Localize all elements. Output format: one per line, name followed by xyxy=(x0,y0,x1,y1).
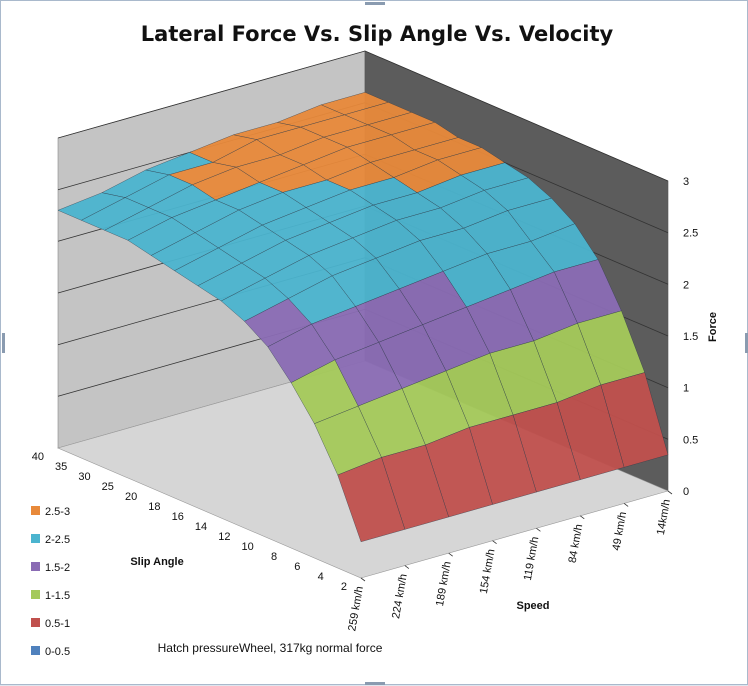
speed-tick-mark xyxy=(492,540,497,545)
legend-swatch xyxy=(31,534,40,543)
slip-angle-tick-label: 25 xyxy=(102,481,114,493)
force-tick-label: 0.5 xyxy=(683,434,698,446)
slip-angle-tick-label: 18 xyxy=(148,501,160,513)
slip-angle-tick-label: 16 xyxy=(172,511,184,523)
speed-tick-label: 84 km/h xyxy=(567,523,586,564)
legend-label: 1.5-2 xyxy=(45,562,70,574)
speed-tick-label: 259 km/h xyxy=(346,585,366,632)
speed-tick-mark xyxy=(404,565,410,569)
slip-angle-tick-label: 8 xyxy=(271,551,277,563)
slip-angle-tick-label: 40 xyxy=(32,451,44,463)
speed-tick-mark xyxy=(536,527,541,532)
slip-angle-tick-label: 35 xyxy=(55,461,67,473)
legend-label: 0-0.5 xyxy=(45,646,70,658)
slip-angle-tick-label: 12 xyxy=(218,531,230,543)
speed-tick-mark xyxy=(623,503,629,507)
speed-tick-label: 49 km/h xyxy=(610,511,629,552)
slip-angle-tick-label: 14 xyxy=(195,521,207,533)
legend-label: 1-1.5 xyxy=(45,590,70,602)
force-tick-label: 2 xyxy=(683,279,689,291)
force-axis-title: Force xyxy=(707,312,719,342)
gridline xyxy=(57,50,669,182)
resize-handle-left[interactable] xyxy=(2,333,5,353)
force-tick-label: 2.5 xyxy=(683,228,698,240)
speed-tick-label: 119 km/h xyxy=(522,536,542,582)
resize-handle-right[interactable] xyxy=(745,333,748,353)
legend: 2.5-3 2-2.5 1.5-2 1-1.5 0.5-1 0-0.5 xyxy=(31,506,70,658)
chart-note: Hatch pressureWheel, 317kg normal force xyxy=(158,641,383,655)
force-tick-label: 1 xyxy=(683,383,689,395)
chart-title: Lateral Force Vs. Slip Angle Vs. Velocit… xyxy=(141,22,614,46)
slip-angle-axis-title: Slip Angle xyxy=(130,556,183,568)
speed-tick-mark xyxy=(667,490,673,495)
speed-axis-title: Speed xyxy=(516,600,549,612)
slip-angle-tick-label: 4 xyxy=(318,571,324,583)
legend-swatch xyxy=(31,506,40,515)
legend-label: 2-2.5 xyxy=(45,534,70,546)
legend-swatch xyxy=(31,590,40,599)
legend-swatch xyxy=(31,618,40,627)
force-axis-ticks: 0 0.5 1 1.5 2 2.5 3 xyxy=(683,176,698,498)
speed-tick-label: 14km/h xyxy=(655,498,673,536)
speed-tick-label: 189 km/h xyxy=(434,561,454,608)
resize-handle-bottom[interactable] xyxy=(365,682,385,685)
legend-swatch xyxy=(31,646,40,655)
surface-cell xyxy=(337,457,406,543)
slip-angle-tick-label: 20 xyxy=(125,491,137,503)
speed-tick-label: 154 km/h xyxy=(478,548,498,595)
speed-tick-mark xyxy=(448,552,453,557)
force-tick-label: 3 xyxy=(683,176,689,188)
surface-plot xyxy=(57,92,669,543)
legend-label: 0.5-1 xyxy=(45,618,70,630)
speed-tick-mark xyxy=(580,515,585,520)
force-tick-label: 0 xyxy=(683,486,689,498)
slip-angle-tick-label: 2 xyxy=(341,581,347,593)
legend-swatch xyxy=(31,562,40,571)
legend-label: 2.5-3 xyxy=(45,506,70,518)
resize-handle-top[interactable] xyxy=(365,2,385,5)
force-tick-label: 1.5 xyxy=(683,331,698,343)
slip-angle-axis-ticks: 2 4 6 8 10 12 14 16 18 20 25 30 35 40 xyxy=(32,451,347,593)
slip-angle-tick-label: 30 xyxy=(78,471,90,483)
slip-angle-tick-label: 6 xyxy=(294,561,300,573)
speed-tick-label: 224 km/h xyxy=(390,573,410,620)
slip-angle-tick-label: 10 xyxy=(242,541,254,553)
speed-tick-mark xyxy=(360,577,366,582)
